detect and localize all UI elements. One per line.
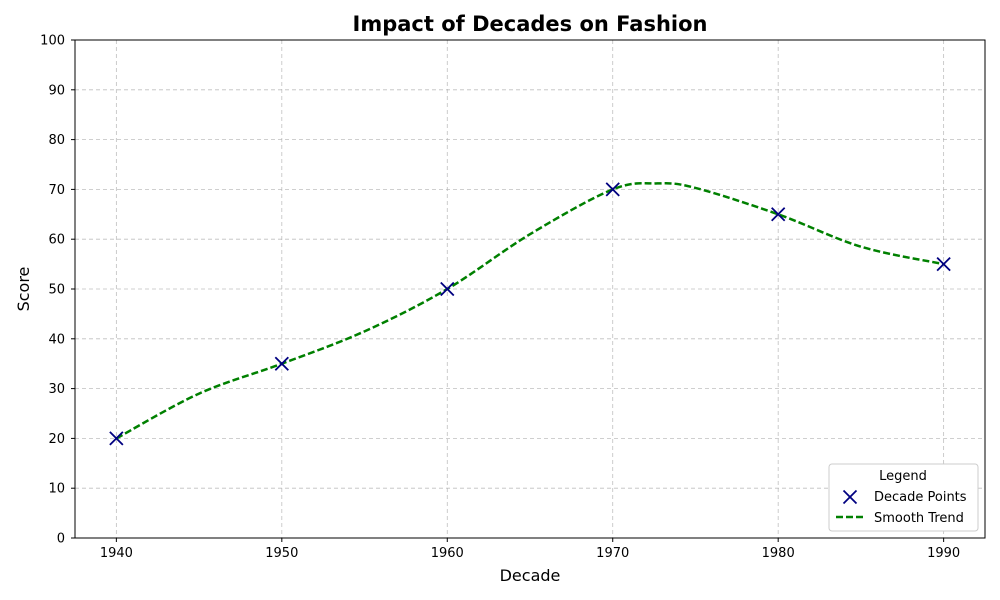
decade-point — [936, 256, 951, 272]
decade-point-stroke — [274, 356, 289, 371]
y-tick-label: 100 — [40, 34, 65, 49]
legend-marker-x-icon — [842, 489, 858, 505]
legend-x-marker — [842, 489, 858, 505]
decade-point-stroke — [605, 182, 620, 197]
decade-point — [109, 431, 124, 446]
y-tick-label: 30 — [48, 382, 65, 397]
legend: Legend Decade Points Smooth Trend — [828, 463, 979, 532]
grid-lines — [75, 39, 985, 539]
decade-point — [605, 182, 620, 197]
y-axis-title: Score — [14, 267, 33, 312]
y-tick-label: 80 — [48, 133, 65, 148]
y-tick-label: 90 — [48, 83, 65, 98]
legend-x-marker-stroke — [842, 489, 858, 505]
y-tick-label: 60 — [48, 233, 65, 248]
y-tick-label: 70 — [48, 183, 65, 198]
y-tick-label: 50 — [48, 283, 65, 298]
decade-point-stroke — [109, 431, 124, 446]
x-axis-title: Decade — [500, 566, 561, 585]
chart-title: Impact of Decades on Fashion — [353, 12, 708, 36]
x-tick-label: 1970 — [596, 546, 629, 561]
axis-ticks: 1940 1950 1960 1970 1980 1990 0 10 20 30 40 50 60 70 8… — [40, 34, 960, 562]
x-tick-label: 1940 — [100, 546, 133, 561]
y-tick-label: 20 — [48, 432, 65, 447]
decade-point-stroke — [440, 281, 455, 297]
y-tick-label: 10 — [48, 482, 65, 497]
legend-title: Legend — [879, 469, 927, 484]
legend-label-decade-points: Decade Points — [874, 490, 967, 505]
x-tick-label: 1990 — [927, 546, 960, 561]
x-tick-label: 1980 — [762, 546, 795, 561]
decade-point — [771, 207, 786, 222]
decade-point-stroke — [936, 256, 951, 272]
series-layer — [109, 181, 951, 446]
legend-label-smooth-trend: Smooth Trend — [874, 511, 964, 526]
decade-point-stroke — [771, 207, 786, 222]
legend-box — [828, 463, 979, 532]
y-tick-label: 0 — [57, 532, 65, 547]
x-tick-label: 1960 — [431, 546, 464, 561]
decade-point — [440, 281, 455, 297]
decade-point — [274, 356, 289, 371]
smooth-trend-line — [115, 181, 944, 440]
x-tick-label: 1950 — [265, 546, 298, 561]
y-tick-label: 40 — [48, 332, 65, 347]
